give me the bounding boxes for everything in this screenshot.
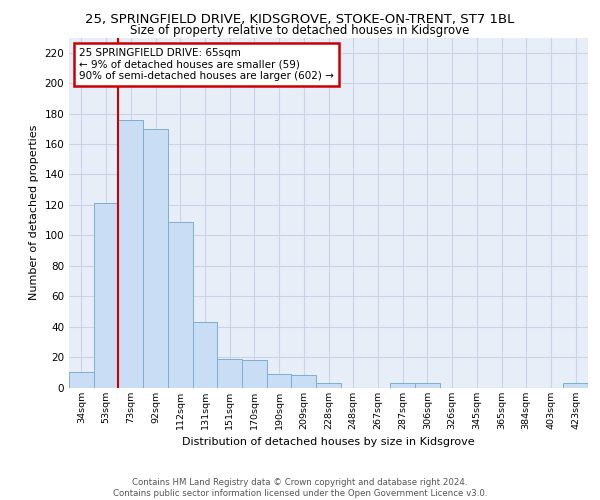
Bar: [292, 376, 316, 388]
Bar: [563, 383, 588, 388]
Bar: [94, 204, 118, 388]
Bar: [69, 372, 94, 388]
Bar: [242, 360, 267, 388]
Text: 25, SPRINGFIELD DRIVE, KIDSGROVE, STOKE-ON-TRENT, ST7 1BL: 25, SPRINGFIELD DRIVE, KIDSGROVE, STOKE-…: [85, 12, 515, 26]
Text: 25 SPRINGFIELD DRIVE: 65sqm
← 9% of detached houses are smaller (59)
90% of semi: 25 SPRINGFIELD DRIVE: 65sqm ← 9% of deta…: [79, 48, 334, 81]
Bar: [143, 129, 168, 388]
Bar: [316, 383, 341, 388]
Bar: [118, 120, 143, 388]
Text: Contains HM Land Registry data © Crown copyright and database right 2024.
Contai: Contains HM Land Registry data © Crown c…: [113, 478, 487, 498]
Bar: [267, 374, 292, 388]
Bar: [168, 222, 193, 388]
Bar: [415, 383, 440, 388]
Bar: [390, 383, 415, 388]
X-axis label: Distribution of detached houses by size in Kidsgrove: Distribution of detached houses by size …: [182, 437, 475, 447]
Text: Size of property relative to detached houses in Kidsgrove: Size of property relative to detached ho…: [130, 24, 470, 37]
Bar: [193, 322, 217, 388]
Y-axis label: Number of detached properties: Number of detached properties: [29, 125, 39, 300]
Bar: [217, 358, 242, 388]
